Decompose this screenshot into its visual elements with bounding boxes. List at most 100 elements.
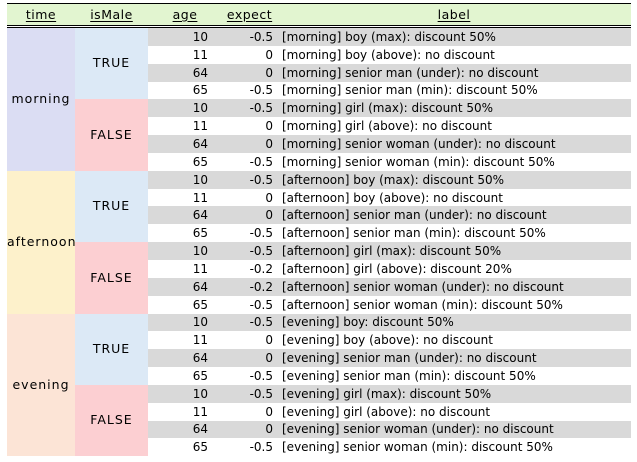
table-row: 64 0 [afternoon] senior man (under): no di… [7, 206, 631, 225]
expect-cell[interactable]: 0 [222, 331, 277, 350]
age-cell[interactable]: 10 [148, 384, 222, 403]
expect-cell[interactable]: 0 [222, 206, 277, 225]
time-cell-evening[interactable]: evening [7, 313, 75, 457]
label-cell[interactable]: [morning] boy (above): no discount [277, 45, 631, 64]
expect-cell[interactable]: -0.5 [222, 313, 277, 332]
column-header-ismale[interactable]: isMale [75, 3, 148, 28]
age-cell[interactable]: 11 [148, 117, 222, 136]
column-header-label[interactable]: label [277, 3, 631, 28]
ismale-cell-false[interactable]: FALSE [75, 242, 148, 314]
ismale-cell-true[interactable]: TRUE [75, 26, 148, 100]
label-cell[interactable]: [evening] senior man (under): no discoun… [277, 349, 631, 368]
table-row: 65 -0.5 [morning] senior woman (min): disc… [7, 152, 631, 171]
expect-cell[interactable]: -0.5 [222, 295, 277, 314]
expect-cell[interactable]: -0.5 [222, 242, 277, 260]
expect-cell[interactable]: 0 [222, 135, 277, 153]
expect-cell[interactable]: 0 [222, 188, 277, 207]
label-cell[interactable]: [morning] senior man (min): discount 50% [277, 81, 631, 100]
age-cell[interactable]: 10 [148, 26, 222, 46]
expect-cell[interactable]: 0 [222, 349, 277, 368]
age-cell[interactable]: 10 [148, 313, 222, 332]
table-row: evening TRUE 10 -0.5 [evening] boy: discount… [7, 313, 631, 457]
ismale-cell-false[interactable]: FALSE [75, 99, 148, 171]
label-cell[interactable]: [morning] senior man (under): no discoun… [277, 63, 631, 82]
label-cell[interactable]: [evening] boy: discount 50% [277, 313, 631, 332]
label-cell[interactable]: [morning] girl (max): discount 50% [277, 99, 631, 118]
column-header-time[interactable]: time [7, 3, 75, 28]
expect-cell[interactable]: -0.5 [222, 81, 277, 100]
column-header-age[interactable]: age [148, 3, 222, 28]
age-cell[interactable]: 65 [148, 438, 222, 457]
age-cell[interactable]: 64 [148, 277, 222, 296]
table-row: 65 -0.5 [morning] senior man (min): discou… [7, 81, 631, 100]
table-row: 64 0 [morning] senior man (under): no disc… [7, 63, 631, 82]
label-cell[interactable]: [afternoon] senior woman (under): no dis… [277, 277, 631, 296]
age-cell[interactable]: 10 [148, 170, 222, 189]
age-cell[interactable]: 65 [148, 224, 222, 243]
age-cell[interactable]: 10 [148, 242, 222, 260]
label-cell[interactable]: [evening] senior woman (min): discount 5… [277, 438, 631, 457]
expect-cell[interactable]: -0.5 [222, 170, 277, 189]
table-row: afternoon TRUE 10 -0.5 [afternoon] boy (max)… [7, 170, 631, 314]
label-cell[interactable]: [morning] girl (above): no discount [277, 117, 631, 136]
expect-cell[interactable]: -0.5 [222, 438, 277, 457]
time-cell-afternoon[interactable]: afternoon [7, 170, 75, 314]
expect-cell[interactable]: -0.2 [222, 277, 277, 296]
age-cell[interactable]: 11 [148, 331, 222, 350]
table-row: 65 -0.5 [afternoon] senior man (min): disc… [7, 224, 631, 243]
ismale-cell-true[interactable]: TRUE [75, 313, 148, 385]
label-cell[interactable]: [afternoon] senior man (min): discount 5… [277, 224, 631, 243]
label-cell[interactable]: [evening] senior man (min): discount 50% [277, 367, 631, 385]
label-cell[interactable]: [afternoon] senior man (under): no disco… [277, 206, 631, 225]
table-row: morning TRUE 10 -0.5 [morning] boy (max): di… [7, 26, 631, 171]
expect-cell[interactable]: 0 [222, 117, 277, 136]
age-cell[interactable]: 11 [148, 402, 222, 421]
label-cell[interactable]: [morning] senior woman (min): discount 5… [277, 152, 631, 171]
table-row: 65 -0.5 [evening] senior man (min): discou… [7, 367, 631, 385]
ismale-cell-true[interactable]: TRUE [75, 170, 148, 243]
label-cell[interactable]: [afternoon] senior woman (min): discount… [277, 295, 631, 314]
expect-cell[interactable]: -0.5 [222, 152, 277, 171]
table-row: 11 0 [evening] boy (above): no discount [7, 331, 631, 350]
expect-cell[interactable]: -0.5 [222, 224, 277, 243]
label-cell[interactable]: [morning] senior woman (under): no disco… [277, 135, 631, 153]
table-row: 64 0 [evening] senior woman (under): no di… [7, 420, 631, 439]
label-cell[interactable]: [evening] girl (max): discount 50% [277, 384, 631, 403]
age-cell[interactable]: 64 [148, 420, 222, 439]
ismale-cell-false[interactable]: FALSE [75, 384, 148, 457]
age-cell[interactable]: 64 [148, 135, 222, 153]
expect-cell[interactable]: -0.5 [222, 367, 277, 385]
label-cell[interactable]: [evening] girl (above): no discount [277, 402, 631, 421]
label-cell[interactable]: [morning] boy (max): discount 50% [277, 26, 631, 46]
label-cell[interactable]: [afternoon] boy (above): no discount [277, 188, 631, 207]
label-cell[interactable]: [afternoon] boy (max): discount 50% [277, 170, 631, 189]
age-cell[interactable]: 11 [148, 259, 222, 278]
age-cell[interactable]: 64 [148, 349, 222, 368]
expect-cell[interactable]: 0 [222, 45, 277, 64]
age-cell[interactable]: 65 [148, 81, 222, 100]
expect-cell[interactable]: 0 [222, 402, 277, 421]
age-cell[interactable]: 64 [148, 63, 222, 82]
age-cell[interactable]: 11 [148, 45, 222, 64]
expect-cell[interactable]: -0.2 [222, 259, 277, 278]
age-cell[interactable]: 10 [148, 99, 222, 118]
expect-cell[interactable]: -0.5 [222, 26, 277, 46]
time-cell-morning[interactable]: morning [7, 26, 75, 171]
discount-rule-table: time isMale age expect label morning TRUE… [7, 3, 631, 457]
table-header-row: time isMale age expect label [7, 3, 631, 28]
age-cell[interactable]: 64 [148, 206, 222, 225]
label-cell[interactable]: [afternoon] girl (above): discount 20% [277, 259, 631, 278]
age-cell[interactable]: 11 [148, 188, 222, 207]
column-header-expect[interactable]: expect [222, 3, 277, 28]
expect-cell[interactable]: 0 [222, 63, 277, 82]
expect-cell[interactable]: -0.5 [222, 99, 277, 118]
age-cell[interactable]: 65 [148, 152, 222, 171]
age-cell[interactable]: 65 [148, 367, 222, 385]
expect-cell[interactable]: 0 [222, 420, 277, 439]
label-cell[interactable]: [evening] senior woman (under): no disco… [277, 420, 631, 439]
label-cell[interactable]: [evening] boy (above): no discount [277, 331, 631, 350]
expect-cell[interactable]: -0.5 [222, 384, 277, 403]
age-cell[interactable]: 65 [148, 295, 222, 314]
table-row: 11 0 [afternoon] boy (above): no discount [7, 188, 631, 207]
label-cell[interactable]: [afternoon] girl (max): discount 50% [277, 242, 631, 260]
